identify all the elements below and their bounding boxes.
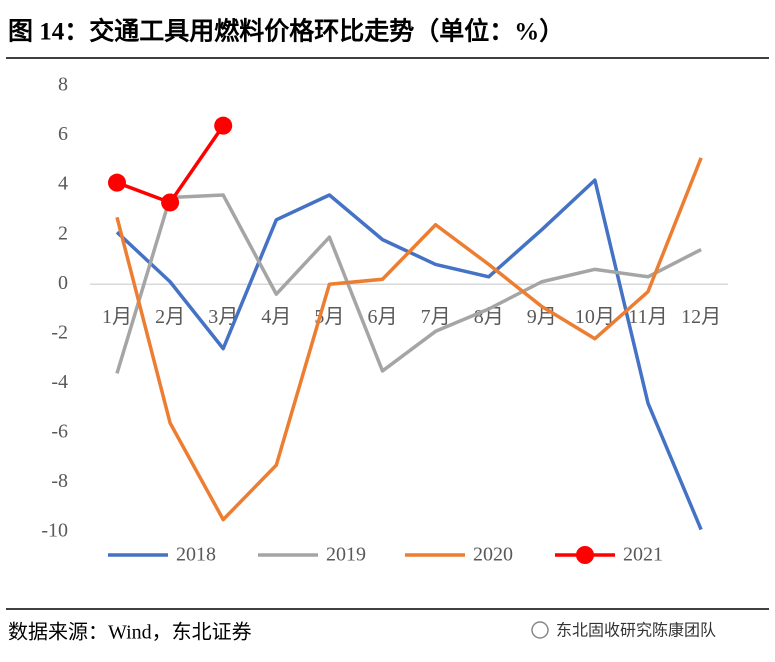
y-tick-label: -4 <box>51 371 68 393</box>
x-tick-label: 12月 <box>681 306 721 328</box>
y-tick-label: -10 <box>41 520 68 542</box>
series-marker <box>214 116 233 135</box>
legend-marker <box>576 546 594 564</box>
y-tick-label: 6 <box>58 123 68 145</box>
y-tick-label: 4 <box>58 173 68 195</box>
series-line <box>116 124 225 205</box>
chart-title: 图 14：交通工具用燃料价格环比走势（单位：%） <box>8 17 564 46</box>
series-line <box>115 193 702 374</box>
series-marker <box>161 193 180 212</box>
x-tick-label: 3月 <box>208 306 238 328</box>
x-tick-label: 7月 <box>421 306 451 328</box>
legend-label: 2018 <box>176 544 216 566</box>
x-tick-label: 6月 <box>368 306 398 328</box>
x-tick-label: 4月 <box>261 306 291 328</box>
x-tick-label: 11月 <box>628 306 667 328</box>
x-tick-label: 10月 <box>575 306 615 328</box>
legend-label: 2021 <box>623 544 663 566</box>
y-tick-label: -2 <box>51 321 68 343</box>
x-tick-label: 1月 <box>102 306 132 328</box>
series-marker <box>108 173 126 192</box>
legend-label: 2019 <box>326 544 366 566</box>
y-tick-label: -8 <box>51 470 68 492</box>
x-tick-label: 2月 <box>155 306 185 328</box>
y-tick-label: 2 <box>58 222 68 244</box>
y-tick-label: 0 <box>58 272 68 294</box>
y-tick-label: -6 <box>51 420 68 442</box>
watermark-icon <box>531 621 549 639</box>
legend-label: 2020 <box>473 544 513 566</box>
x-tick-label: 9月 <box>527 306 557 328</box>
y-tick-label: 8 <box>58 74 68 96</box>
series-line <box>115 157 703 522</box>
source-note: 数据来源：Wind，东北证券 <box>8 621 252 644</box>
watermark: 东北固收研究陈康团队 <box>556 621 716 640</box>
series-line <box>115 178 703 531</box>
